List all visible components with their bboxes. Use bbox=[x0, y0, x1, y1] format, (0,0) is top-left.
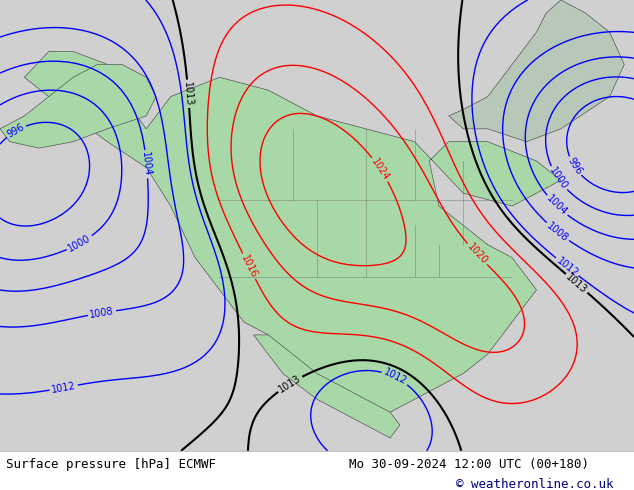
Text: 1012: 1012 bbox=[51, 381, 77, 395]
Text: 1012: 1012 bbox=[382, 367, 408, 387]
Text: 1024: 1024 bbox=[370, 156, 391, 182]
Text: 1013: 1013 bbox=[183, 81, 194, 106]
Text: 1000: 1000 bbox=[67, 233, 93, 254]
Text: 1008: 1008 bbox=[545, 220, 570, 244]
Text: 1004: 1004 bbox=[545, 194, 569, 218]
Text: 1013: 1013 bbox=[564, 271, 589, 295]
Text: 1016: 1016 bbox=[239, 253, 259, 279]
Text: 1000: 1000 bbox=[547, 166, 569, 192]
Polygon shape bbox=[0, 64, 156, 148]
Text: © weatheronline.co.uk: © weatheronline.co.uk bbox=[456, 478, 614, 490]
Text: 1020: 1020 bbox=[465, 242, 489, 267]
Text: Surface pressure [hPa] ECMWF: Surface pressure [hPa] ECMWF bbox=[6, 458, 216, 471]
Text: 1012: 1012 bbox=[554, 255, 580, 278]
Polygon shape bbox=[24, 51, 561, 412]
Text: 1013: 1013 bbox=[277, 373, 303, 394]
Text: Mo 30-09-2024 12:00 UTC (00+180): Mo 30-09-2024 12:00 UTC (00+180) bbox=[349, 458, 589, 471]
Text: 996: 996 bbox=[566, 156, 583, 177]
Polygon shape bbox=[254, 335, 400, 438]
Text: 1008: 1008 bbox=[89, 306, 115, 320]
Text: 1004: 1004 bbox=[140, 151, 153, 177]
Text: 996: 996 bbox=[6, 122, 27, 140]
Polygon shape bbox=[449, 0, 624, 142]
